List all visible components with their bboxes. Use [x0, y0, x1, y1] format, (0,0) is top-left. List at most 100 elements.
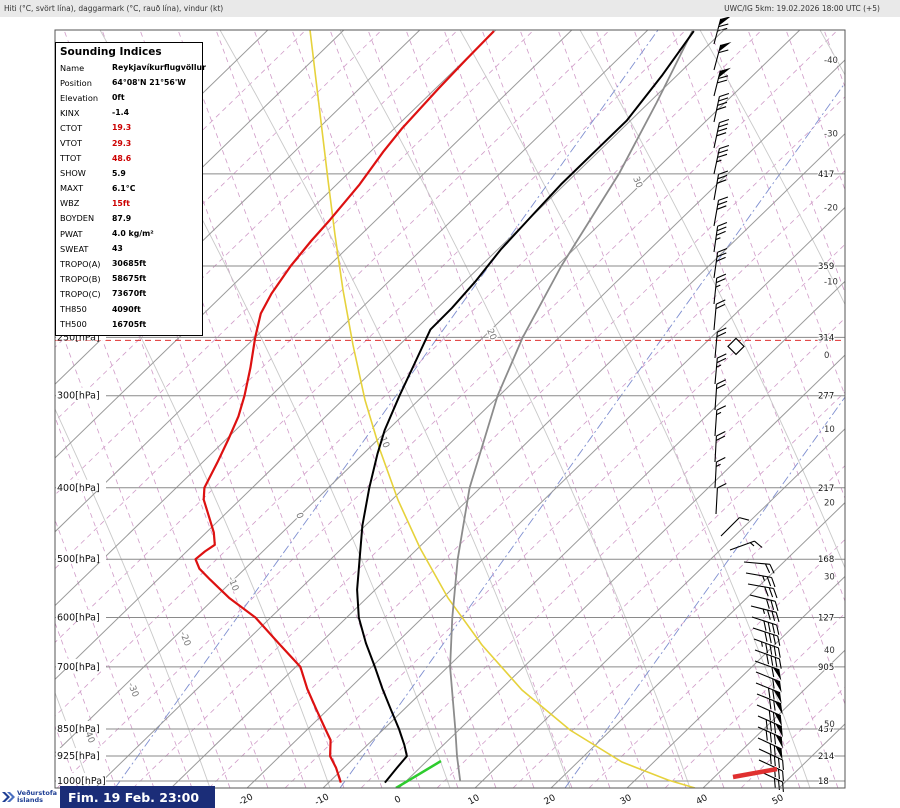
index-label: Name: [60, 62, 85, 73]
adiabat-label: -30: [125, 681, 140, 699]
adiabat-label: -20: [177, 630, 192, 648]
index-row: Position 64°08'N 21°56'W: [56, 75, 202, 90]
adiabat-label: -10: [225, 575, 240, 593]
index-row: SHOW 5.9: [56, 166, 202, 181]
logo-text: Veðurstofa Íslands: [17, 788, 58, 804]
logo-line1: Veðurstofa: [17, 788, 58, 797]
index-label: KINX: [60, 107, 80, 118]
index-label: TH850: [60, 304, 87, 315]
temperature-axis-label: 50: [771, 793, 786, 807]
temperature-axis-label: -10: [313, 792, 331, 808]
temperature-axis-label: 10: [467, 793, 482, 807]
index-value: Reykjavíkurflugvöllur: [112, 63, 206, 73]
isotherm-right-label: 20: [824, 499, 835, 509]
height-axis-label: 217: [818, 484, 834, 494]
index-label: TROPO(C): [60, 288, 101, 299]
index-label: CTOT: [60, 122, 83, 133]
sounding-indices-panel: Sounding Indices Name Reykjavíkurflugvöll…: [55, 42, 206, 336]
index-row: TTOT 48.6: [56, 151, 202, 166]
surface-wind-highlight: [732, 766, 778, 780]
isotherm-right-label: 40: [824, 646, 835, 656]
logo-line2: Íslands: [17, 796, 44, 804]
temperature-axis-label: 20: [543, 793, 558, 807]
index-value: 4090ft: [112, 304, 141, 314]
temperature-axis-label: 40: [695, 793, 710, 807]
height-axis-label: 417: [818, 170, 834, 180]
pressure-axis-label: 850[hPa]: [57, 724, 100, 735]
index-value: 87.9: [112, 213, 132, 223]
temperature-axis-label: -20: [237, 792, 255, 808]
index-value: 5.9: [112, 168, 126, 178]
index-value: 19.3: [112, 123, 132, 133]
index-value: 0ft: [112, 93, 125, 103]
index-row: Elevation 0ft: [56, 90, 202, 105]
isotherm-right-label: -10: [824, 277, 838, 287]
index-label: TROPO(B): [60, 273, 101, 284]
temperature-axis-label: 30: [619, 793, 634, 807]
valid-time-text: Fim. 19 Feb. 23:00: [68, 789, 200, 805]
height-axis-label: 127: [818, 614, 834, 624]
index-value: 64°08'N 21°56'W: [112, 78, 186, 88]
logo-chevrons-icon: [2, 792, 15, 802]
index-row: BOYDEN 87.9: [56, 211, 202, 226]
index-value: 15ft: [112, 198, 130, 208]
index-value: 6.1°C: [112, 183, 136, 193]
index-label: SHOW: [60, 168, 86, 179]
valid-time-bar: Fim. 19 Feb. 23:00: [60, 786, 215, 808]
chart-header-bar: Hiti (°C, svört lína), daggarmark (°C, r…: [0, 0, 900, 17]
index-row: MAXT 6.1°C: [56, 181, 202, 196]
index-row: CTOT 19.3: [56, 120, 202, 135]
index-label: VTOT: [60, 138, 83, 149]
chart-legend-text: Hiti (°C, svört lína), daggarmark (°C, r…: [4, 4, 224, 13]
dewpoint-curve: [194, 30, 495, 783]
index-row: KINX -1.4: [56, 105, 202, 120]
pressure-axis-label: 1000[hPa]: [57, 776, 106, 787]
index-value: 48.6: [112, 153, 132, 163]
index-row: SWEAT 43: [56, 241, 202, 256]
yellow-reference-curve: [309, 30, 696, 788]
index-label: MAXT: [60, 183, 84, 194]
height-axis-label: 457: [818, 725, 834, 735]
index-label: TROPO(A): [60, 258, 101, 269]
index-value: -1.4: [112, 108, 130, 118]
height-axis-label: 168: [818, 555, 834, 565]
parcel-segment: [395, 759, 442, 788]
index-label: SWEAT: [60, 243, 89, 254]
temperature-curve: [356, 30, 695, 784]
temperature-axis-label: 0: [393, 794, 403, 806]
index-value: 4.0 kg/m²: [112, 229, 154, 239]
index-row: WBZ 15ft: [56, 196, 202, 211]
index-row: TH850 4090ft: [56, 302, 202, 317]
index-row: PWAT 4.0 kg/m²: [56, 226, 202, 241]
height-axis-label: 277: [818, 392, 834, 402]
index-value: 58675ft: [112, 274, 147, 284]
isotherm-right-label: -30: [824, 130, 838, 140]
index-label: Elevation: [60, 92, 99, 103]
height-axis-label: 905: [818, 663, 834, 673]
model-run-text: UWC/IG 5km: 19.02.2026 18:00 UTC (+5): [724, 4, 880, 13]
index-value: 43: [112, 244, 123, 254]
adiabat-label: 30: [630, 175, 644, 190]
pressure-axis-label: 500[hPa]: [57, 554, 100, 565]
index-value: 16705ft: [112, 319, 147, 329]
pressure-axis-label: 400[hPa]: [57, 483, 100, 494]
tropopause-marker: [727, 337, 745, 356]
isotherm-right-label: -40: [824, 56, 838, 66]
index-label: WBZ: [60, 198, 80, 209]
reference-curve: [449, 30, 694, 782]
index-row: VTOT 29.3: [56, 135, 202, 150]
chart-grid-and-curves: 30 20 10 0 -10 -20 -30 -40: [55, 30, 845, 788]
pressure-axis-label: 600[hPa]: [57, 613, 100, 624]
index-value: 29.3: [112, 138, 132, 148]
index-row: Name Reykjavíkurflugvöllur: [56, 60, 206, 75]
height-axis-label: 214: [818, 752, 834, 762]
pressure-axis-label: 250[hPa]: [57, 332, 100, 343]
index-row: TROPO(C) 73670ft: [56, 286, 202, 301]
height-axis-label: 359: [818, 262, 834, 272]
isotherm-right-label: 10: [824, 425, 835, 435]
wind-barbs: [713, 16, 784, 792]
index-label: TTOT: [60, 153, 82, 164]
isotherm-right-label: -20: [824, 203, 838, 213]
index-label: TH500: [60, 319, 87, 330]
